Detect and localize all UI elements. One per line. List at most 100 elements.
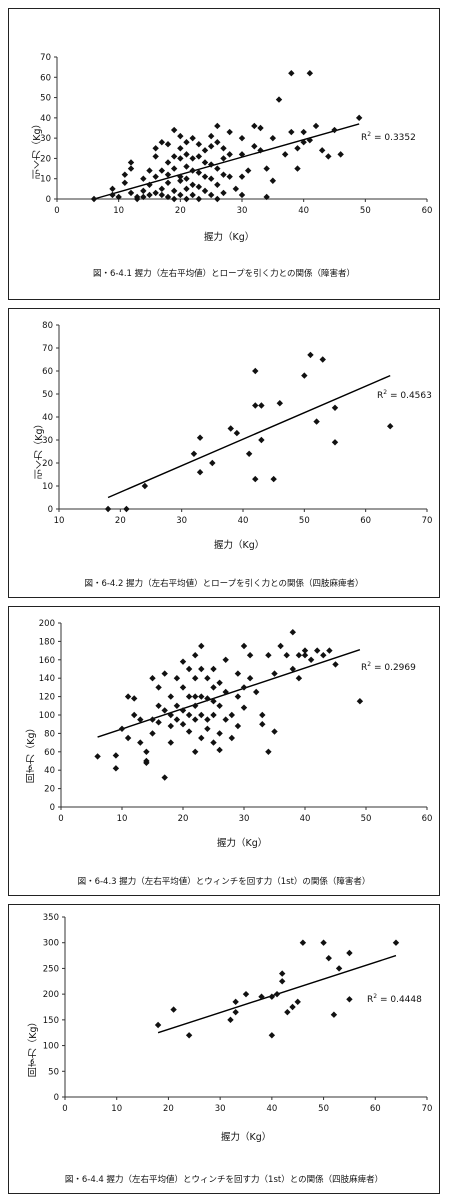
data-point [196, 434, 204, 441]
data-point [288, 128, 295, 136]
data-point [189, 167, 196, 174]
data-point [226, 151, 233, 158]
data-point [192, 748, 199, 755]
data-point [253, 688, 260, 696]
data-point [227, 425, 234, 432]
data-point [320, 939, 327, 946]
data-point [179, 721, 187, 728]
data-point [146, 167, 153, 174]
data-point [170, 1006, 177, 1013]
data-point [283, 652, 290, 659]
data-point [220, 155, 227, 162]
data-point [234, 722, 242, 730]
y-tick-label: 180 [39, 637, 55, 647]
y-axis-label-2: 引く力（Kg） [34, 419, 45, 479]
figure-caption-1: 図・6-4.1 握力（左右平均値）とロープを引く力との関係（障害者） [92, 269, 356, 279]
x-tick-label: 50 [299, 516, 310, 526]
data-point [183, 151, 190, 158]
x-tick-label: 40 [238, 516, 249, 526]
data-point [154, 1021, 162, 1029]
data-point [185, 711, 193, 719]
data-point [387, 423, 394, 430]
data-point [170, 126, 178, 134]
data-point [307, 656, 315, 663]
data-point [170, 165, 178, 172]
data-point [284, 1008, 291, 1016]
r-squared-label-4: R2 = 0.4448 [367, 993, 422, 1005]
x-tick-label: 20 [175, 206, 186, 216]
data-point [299, 939, 307, 946]
data-point [161, 707, 168, 714]
figure-caption-4: 図・6-4.4 握力（左右平均値）とウィンチを回す力（1st）との関係（四肢麻痺… [64, 1175, 384, 1185]
data-point [177, 132, 184, 140]
data-point [346, 996, 353, 1003]
x-tick-label: 30 [215, 1104, 226, 1114]
y-tick-label: 40 [44, 766, 55, 776]
x-tick-label: 40 [266, 1104, 277, 1114]
x-tick-label: 30 [237, 206, 248, 216]
x-tick-label: 0 [54, 206, 59, 216]
data-point [140, 193, 147, 201]
data-point [222, 716, 229, 723]
data-point [141, 482, 149, 490]
data-point [133, 195, 141, 203]
data-point [164, 159, 172, 166]
y-tick-label: 40 [40, 114, 51, 124]
data-point [331, 439, 339, 446]
data-point [161, 670, 168, 677]
data-point [179, 684, 187, 691]
data-point [196, 469, 204, 476]
x-tick-label: 60 [422, 206, 433, 216]
data-point [226, 128, 233, 136]
data-point [226, 173, 233, 180]
data-point [170, 187, 178, 195]
data-point [216, 679, 223, 686]
data-point [124, 693, 132, 700]
data-point [294, 165, 301, 172]
y-tick-label: 20 [40, 154, 51, 164]
data-point [177, 155, 184, 162]
y-tick-label: 10 [40, 175, 51, 185]
trend-line [97, 649, 361, 738]
data-point [214, 195, 221, 203]
data-point [198, 642, 205, 650]
data-point [190, 450, 198, 457]
data-point [335, 965, 343, 972]
y-axis-label-1: 引く力（Kg） [32, 119, 43, 179]
data-point [115, 193, 122, 201]
x-tick-label: 10 [54, 516, 65, 526]
y-tick-label: 200 [43, 990, 59, 1000]
data-point [228, 734, 235, 742]
scatter-chart-4: 0 50 100 150 200 250 300 350 0 10 20 30 40 50 60 70 [43, 913, 433, 1114]
data-point [259, 711, 266, 719]
data-point [263, 165, 270, 172]
data-point [294, 998, 301, 1006]
data-point [158, 139, 166, 146]
data-point [300, 128, 307, 136]
data-point [238, 151, 246, 158]
data-point [127, 165, 135, 172]
data-point [183, 195, 190, 203]
data-point [275, 96, 283, 103]
y-tick-label: 50 [40, 94, 51, 104]
data-point [355, 114, 363, 122]
data-point [312, 122, 320, 130]
y-tick-label: 0 [48, 505, 53, 515]
data-point [207, 175, 215, 182]
y-tick-label: 40 [42, 413, 53, 423]
data-point [306, 70, 314, 77]
data-point [131, 711, 138, 719]
data-point [121, 179, 129, 186]
data-point [90, 195, 98, 203]
r-squared-label-2: R2 = 0.4563 [377, 389, 432, 401]
data-point [238, 191, 246, 199]
data-point [246, 652, 254, 659]
data-point [295, 675, 303, 682]
x-tick-label: 20 [163, 1104, 174, 1114]
data-point [177, 177, 184, 184]
data-point [127, 189, 135, 197]
data-point [318, 147, 326, 154]
y-tick-label: 0 [50, 803, 55, 813]
data-point [325, 954, 332, 962]
data-point [164, 179, 172, 186]
